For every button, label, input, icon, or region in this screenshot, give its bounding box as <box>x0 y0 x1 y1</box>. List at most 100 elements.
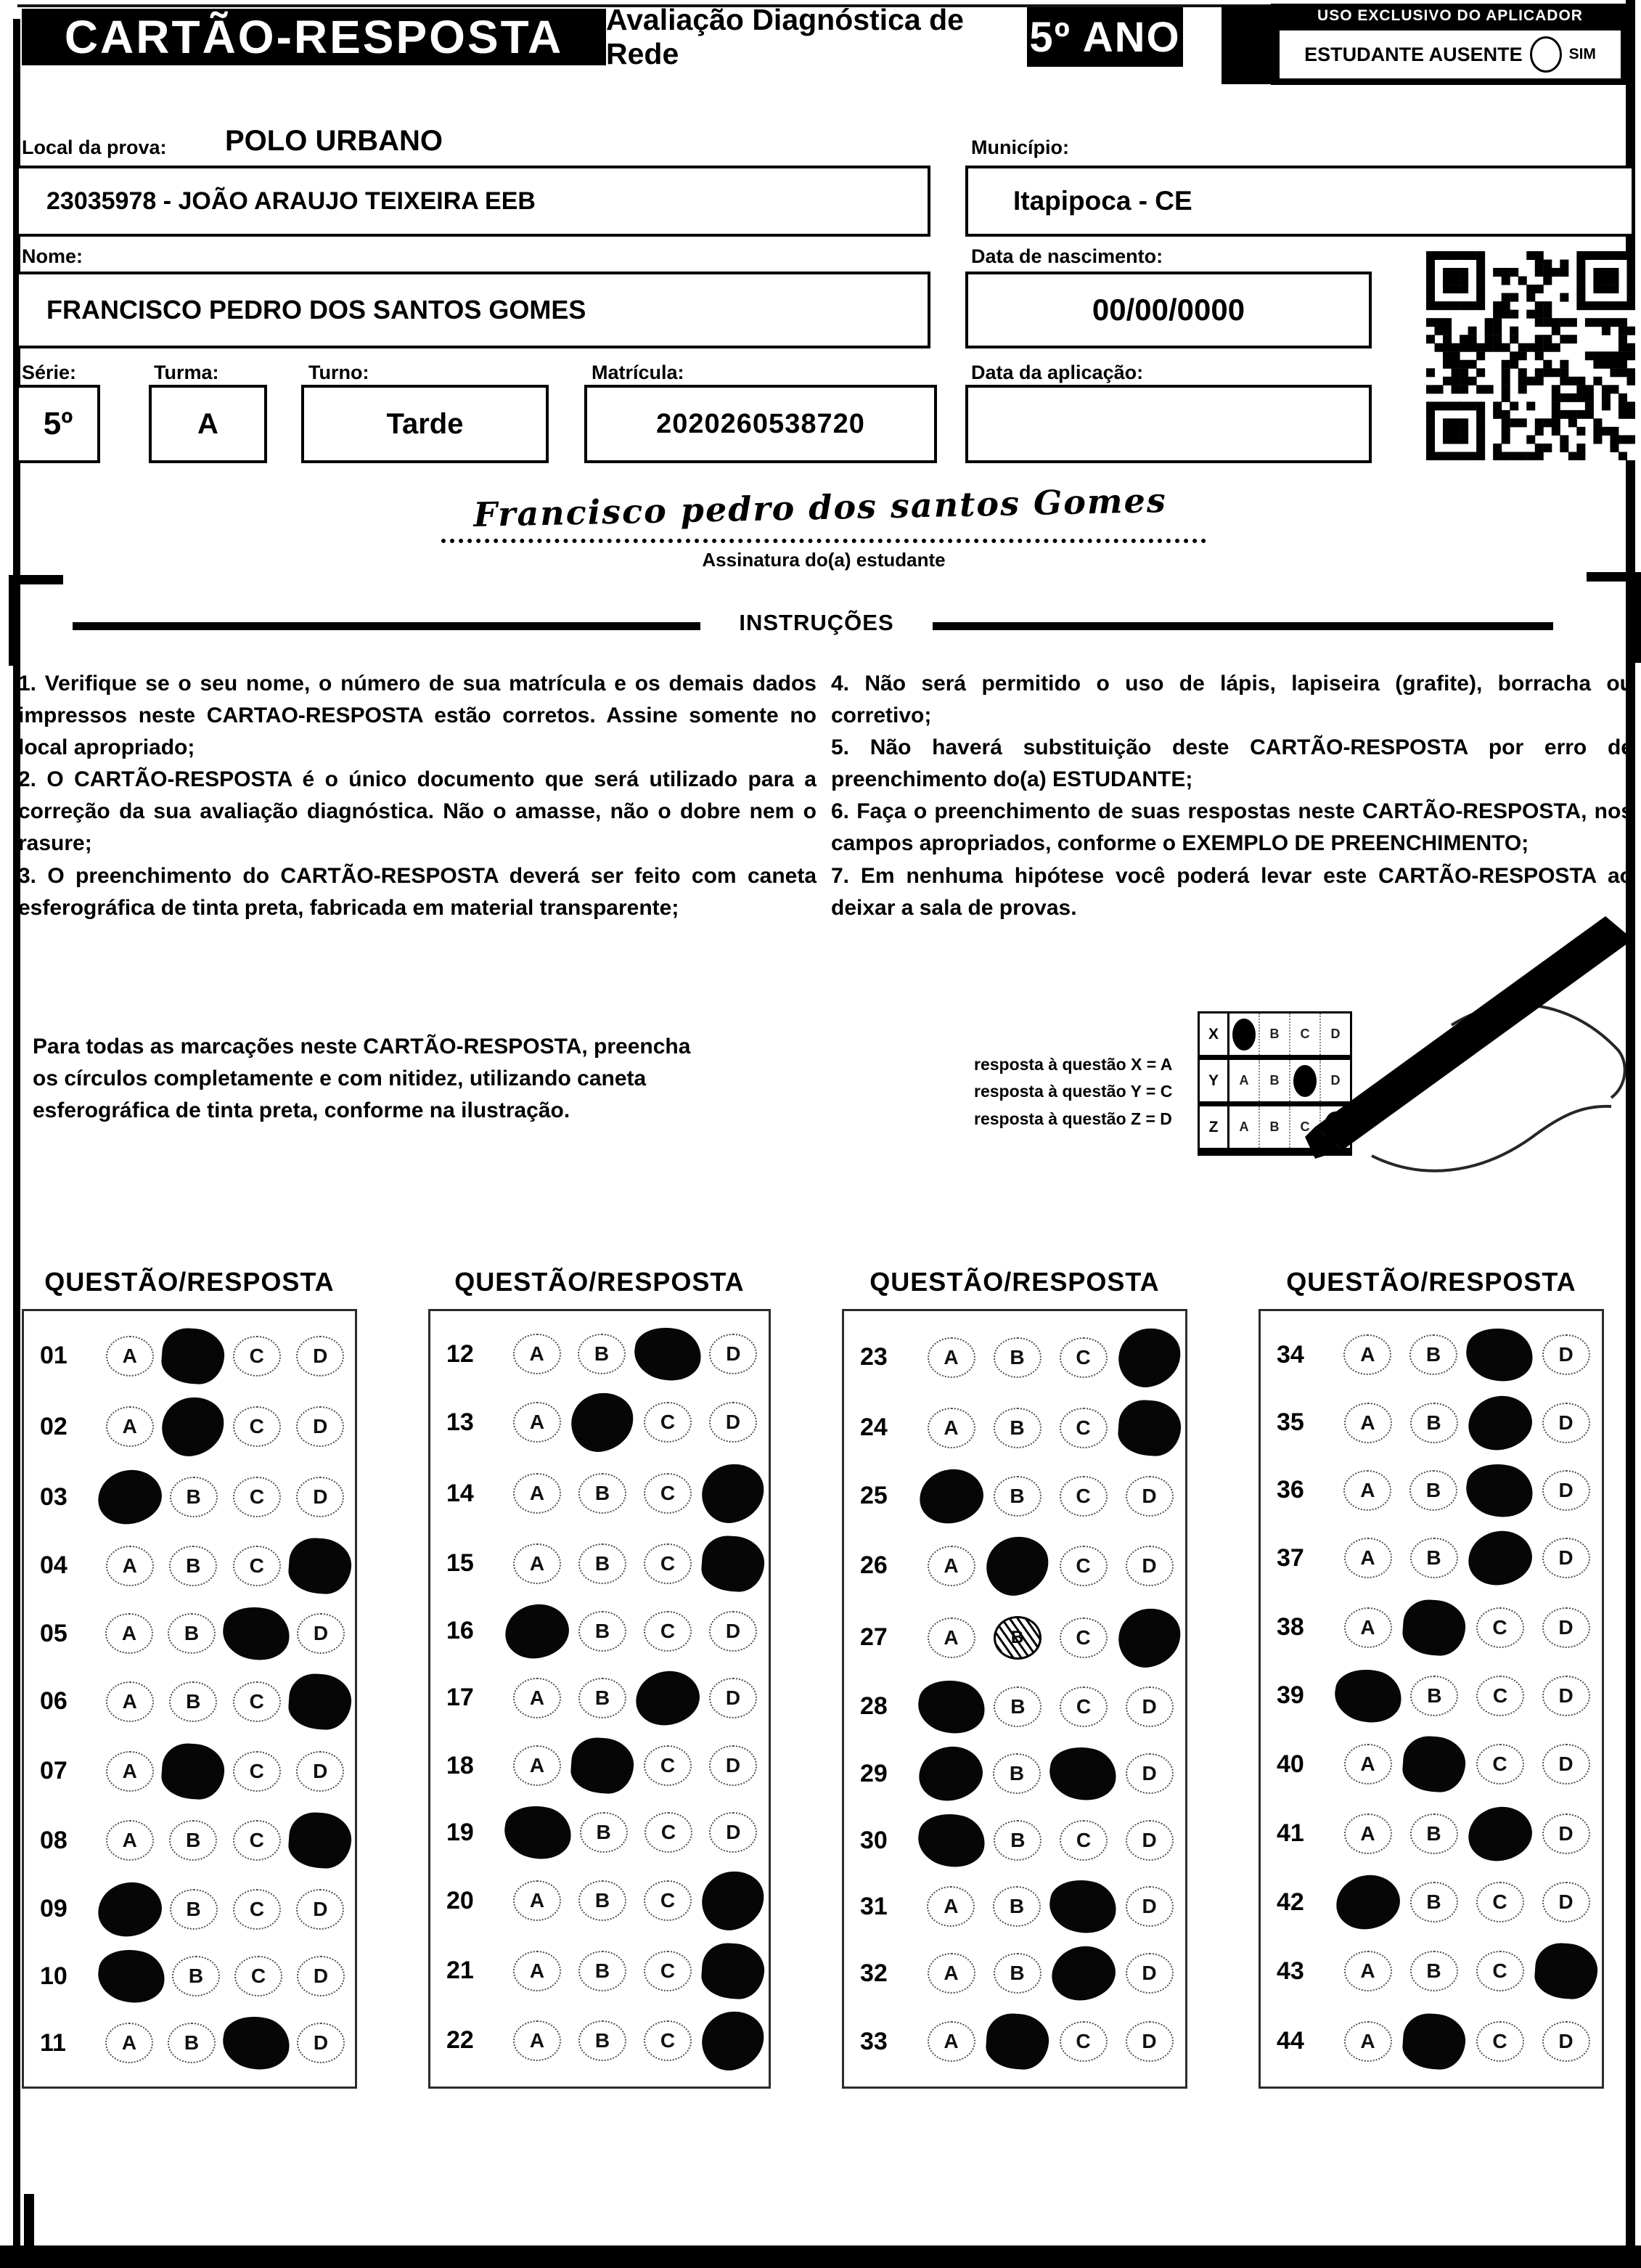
bubble-37-B[interactable]: B <box>1409 1538 1458 1579</box>
bubble-32-A[interactable]: A <box>927 1953 975 1994</box>
bubble-27-C[interactable]: C <box>1059 1617 1108 1658</box>
bubble-07-D[interactable]: D <box>296 1750 345 1792</box>
bubble-39-B[interactable]: B <box>1410 1675 1459 1716</box>
bubble-31-C-filled[interactable] <box>1046 1875 1121 1938</box>
bubble-26-D[interactable]: D <box>1125 1545 1174 1586</box>
bubble-01-A[interactable]: A <box>105 1335 154 1376</box>
bubble-24-B[interactable]: B <box>993 1407 1042 1448</box>
bubble-20-C[interactable]: C <box>644 1880 692 1922</box>
bubble-28-B[interactable]: B <box>994 1686 1042 1727</box>
bubble-09-B[interactable]: B <box>169 1888 218 1930</box>
bubble-24-A[interactable]: A <box>927 1407 975 1448</box>
bubble-40-B-filled[interactable] <box>1400 1734 1468 1795</box>
bubble-16-A-filled[interactable] <box>502 1602 572 1661</box>
bubble-18-B-filled[interactable] <box>569 1736 636 1796</box>
bubble-44-B-filled[interactable] <box>1400 2011 1468 2071</box>
bubble-11-D[interactable]: D <box>297 2023 345 2064</box>
bubble-30-C[interactable]: C <box>1060 1820 1108 1861</box>
bubble-05-B[interactable]: B <box>168 1613 216 1655</box>
bubble-04-A[interactable]: A <box>105 1545 154 1586</box>
bubble-04-B[interactable]: B <box>169 1545 218 1586</box>
bubble-06-C[interactable]: C <box>232 1681 281 1722</box>
bubble-26-A[interactable]: A <box>927 1545 975 1586</box>
bubble-43-D-filled[interactable] <box>1532 1941 1600 2002</box>
bubble-33-D[interactable]: D <box>1125 2021 1174 2063</box>
bubble-34-C-filled[interactable] <box>1462 1323 1537 1386</box>
bubble-29-D[interactable]: D <box>1125 1753 1174 1794</box>
bubble-25-A-filled[interactable] <box>917 1466 986 1526</box>
bubble-28-C[interactable]: C <box>1060 1686 1108 1727</box>
bubble-09-A-filled[interactable] <box>95 1880 165 1939</box>
bubble-03-B[interactable]: B <box>169 1477 218 1518</box>
bubble-38-B-filled[interactable] <box>1400 1597 1468 1657</box>
bubble-27-D-filled[interactable] <box>1114 1604 1184 1671</box>
bubble-02-C[interactable]: C <box>232 1406 281 1448</box>
bubble-27-B-scribbled[interactable]: B <box>993 1615 1042 1660</box>
bubble-41-A[interactable]: A <box>1343 1813 1392 1854</box>
bubble-43-B[interactable]: B <box>1409 1951 1458 1992</box>
bubble-01-C[interactable]: C <box>232 1335 281 1376</box>
bubble-14-C[interactable]: C <box>644 1473 692 1514</box>
bubble-35-D[interactable]: D <box>1542 1402 1590 1443</box>
bubble-15-C[interactable]: C <box>644 1543 692 1584</box>
bubble-15-B[interactable]: B <box>578 1543 626 1584</box>
bubble-44-C[interactable]: C <box>1476 2020 1524 2062</box>
bubble-11-B[interactable]: B <box>168 2023 216 2064</box>
bubble-35-B[interactable]: B <box>1409 1402 1458 1443</box>
bubble-20-A[interactable]: A <box>513 1880 561 1922</box>
bubble-33-B-filled[interactable] <box>983 2012 1051 2072</box>
bubble-02-D[interactable]: D <box>296 1406 345 1448</box>
bubble-30-B[interactable]: B <box>994 1820 1042 1861</box>
bubble-01-B-filled[interactable] <box>160 1326 226 1386</box>
bubble-22-D-filled[interactable] <box>697 2007 769 2074</box>
bubble-36-A[interactable]: A <box>1343 1469 1392 1511</box>
absent-bubble[interactable] <box>1529 36 1562 73</box>
bubble-22-A[interactable]: A <box>513 2020 561 2061</box>
bubble-39-A-filled[interactable] <box>1330 1665 1406 1727</box>
bubble-29-C-filled[interactable] <box>1046 1742 1121 1805</box>
bubble-27-A[interactable]: A <box>927 1617 975 1658</box>
bubble-19-B[interactable]: B <box>579 1812 628 1853</box>
bubble-38-D[interactable]: D <box>1542 1607 1590 1648</box>
bubble-09-C[interactable]: C <box>232 1888 281 1930</box>
bubble-25-D[interactable]: D <box>1125 1475 1174 1517</box>
bubble-41-B[interactable]: B <box>1409 1813 1458 1854</box>
bubble-05-C-filled[interactable] <box>218 1602 294 1665</box>
bubble-33-C[interactable]: C <box>1059 2021 1108 2063</box>
bubble-18-C[interactable]: C <box>644 1745 692 1787</box>
bubble-04-D-filled[interactable] <box>287 1535 353 1596</box>
bubble-32-B[interactable]: B <box>993 1953 1042 1994</box>
bubble-04-C[interactable]: C <box>232 1545 281 1586</box>
bubble-37-C-filled[interactable] <box>1465 1528 1534 1588</box>
bubble-24-C[interactable]: C <box>1059 1407 1108 1448</box>
bubble-01-D[interactable]: D <box>296 1335 345 1376</box>
bubble-08-A[interactable]: A <box>105 1820 154 1861</box>
bubble-42-C[interactable]: C <box>1476 1882 1524 1923</box>
bubble-10-C[interactable]: C <box>234 1956 282 1997</box>
bubble-42-A-filled[interactable] <box>1333 1872 1402 1932</box>
bubble-40-C[interactable]: C <box>1476 1744 1524 1785</box>
bubble-21-D-filled[interactable] <box>700 1941 766 2001</box>
bubble-13-C[interactable]: C <box>644 1402 692 1443</box>
bubble-13-B-filled[interactable] <box>567 1389 638 1456</box>
bubble-25-B[interactable]: B <box>993 1475 1042 1517</box>
bubble-09-D[interactable]: D <box>296 1888 345 1930</box>
bubble-36-D[interactable]: D <box>1542 1469 1590 1511</box>
bubble-33-A[interactable]: A <box>927 2021 975 2063</box>
bubble-32-D[interactable]: D <box>1125 1953 1174 1994</box>
bubble-20-B[interactable]: B <box>578 1880 626 1922</box>
bubble-29-A-filled[interactable] <box>917 1744 986 1803</box>
bubble-03-D[interactable]: D <box>296 1477 345 1518</box>
bubble-16-D[interactable]: D <box>709 1610 757 1652</box>
bubble-11-A[interactable]: A <box>105 2023 153 2064</box>
bubble-07-B-filled[interactable] <box>160 1741 226 1801</box>
bubble-19-A-filled[interactable] <box>500 1801 576 1864</box>
bubble-28-D[interactable]: D <box>1125 1686 1174 1727</box>
bubble-12-C-filled[interactable] <box>630 1323 705 1385</box>
bubble-23-D-filled[interactable] <box>1114 1323 1184 1391</box>
bubble-37-A[interactable]: A <box>1343 1538 1392 1579</box>
bubble-38-A[interactable]: A <box>1343 1607 1392 1648</box>
bubble-14-B[interactable]: B <box>578 1473 626 1514</box>
bubble-32-C-filled[interactable] <box>1049 1943 1118 2003</box>
bubble-42-D[interactable]: D <box>1542 1882 1590 1923</box>
